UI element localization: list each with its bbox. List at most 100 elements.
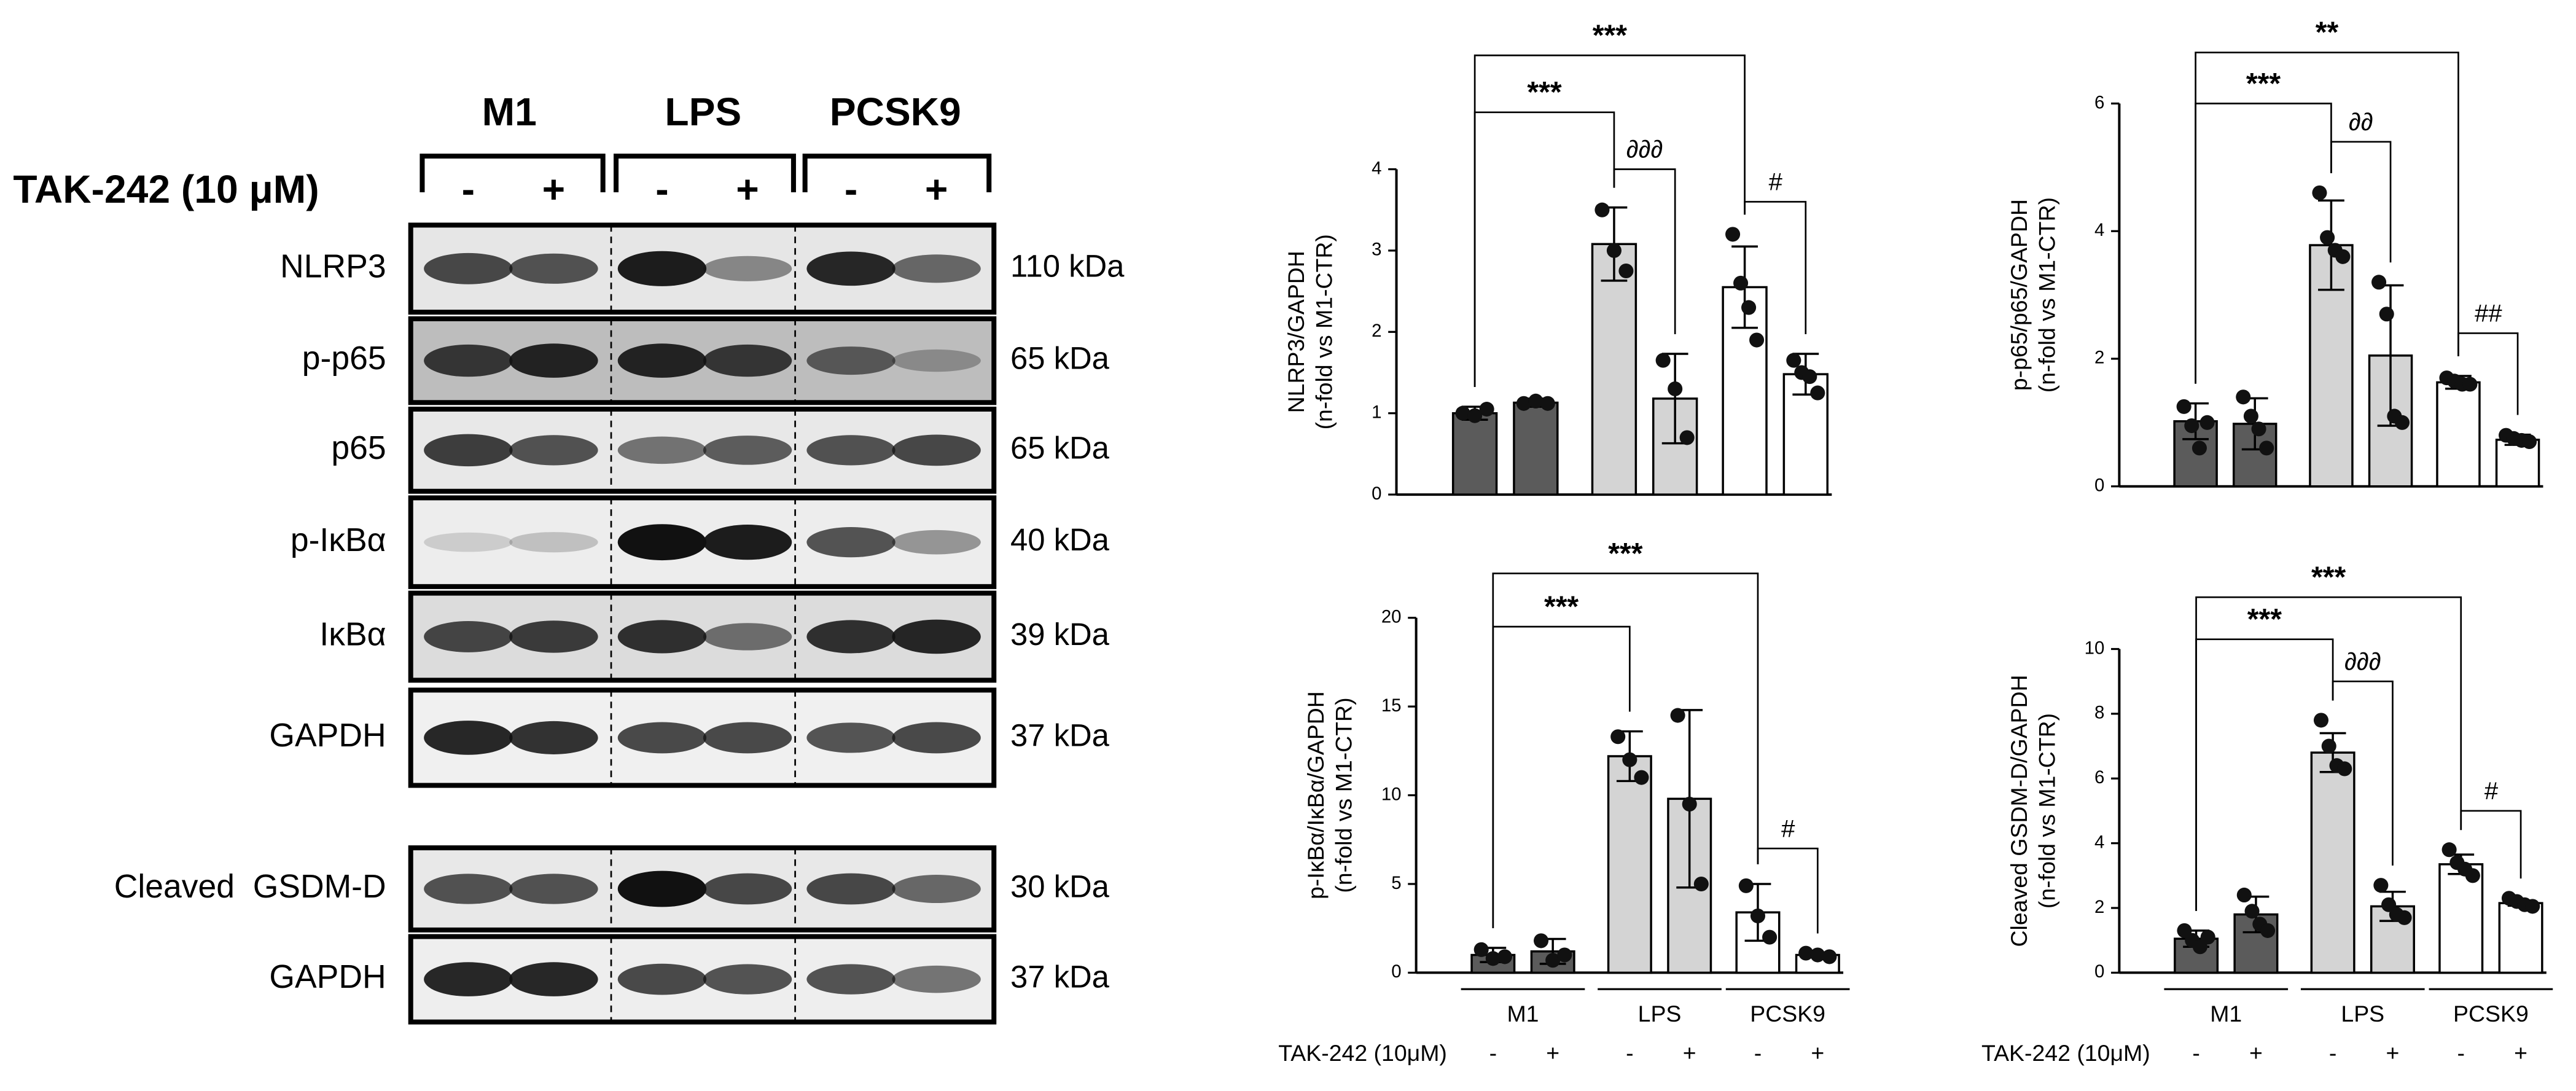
significance-bracket bbox=[1613, 168, 1676, 334]
data-point bbox=[2236, 389, 2251, 405]
size-label: 30 kDa bbox=[1010, 869, 1110, 904]
blot-band bbox=[806, 435, 896, 466]
y-tick-label: 8 bbox=[2094, 703, 2104, 723]
size-label: 110 kDa bbox=[1010, 249, 1125, 284]
group-label: LPS bbox=[665, 90, 741, 134]
blot-band bbox=[703, 344, 792, 377]
significance-bracket bbox=[1492, 573, 1759, 928]
data-point bbox=[2465, 868, 2480, 883]
protein-label: GAPDH bbox=[269, 718, 386, 754]
blot-band bbox=[892, 349, 981, 372]
blot-band bbox=[892, 530, 981, 555]
significance-label: *** bbox=[1608, 537, 1642, 570]
protein-label: p-p65 bbox=[302, 340, 386, 377]
x-group-label: M1 bbox=[2210, 1001, 2242, 1026]
blot-band bbox=[892, 965, 981, 993]
blot-band bbox=[509, 620, 598, 653]
treatment-label: TAK-242 (10μM) bbox=[1278, 1040, 1447, 1066]
y-axis-label: Cleaved GSDM-D/GAPDH (n-fold vs M1-CTR) bbox=[2006, 675, 2059, 947]
data-point bbox=[1679, 430, 1695, 445]
blot-band bbox=[703, 256, 792, 281]
data-point bbox=[1455, 405, 1470, 421]
blot-band bbox=[424, 434, 513, 467]
y-axis-label-line: (n-fold vs M1-CTR) bbox=[1331, 697, 1357, 893]
y-tick-label: 0 bbox=[2094, 961, 2104, 982]
data-point bbox=[1594, 202, 1610, 217]
blot-band bbox=[892, 619, 981, 654]
data-point bbox=[1762, 929, 1778, 945]
blot-band bbox=[617, 963, 707, 995]
data-point bbox=[2176, 399, 2192, 414]
blot-band bbox=[703, 623, 792, 651]
data-point bbox=[2199, 415, 2215, 430]
data-point bbox=[2394, 415, 2410, 430]
blot-band bbox=[892, 254, 981, 283]
y-tick-label: 6 bbox=[2094, 92, 2104, 112]
blot-band bbox=[892, 875, 981, 904]
data-point bbox=[1749, 332, 1765, 348]
bar bbox=[1591, 243, 1637, 496]
x-sign: + bbox=[1683, 1040, 1696, 1066]
blot-band bbox=[424, 252, 513, 284]
x-group-label: PCSK9 bbox=[2453, 1001, 2529, 1026]
significance-label: *** bbox=[1527, 76, 1561, 109]
size-label: 65 kDa bbox=[1010, 341, 1110, 376]
blot-band bbox=[617, 870, 707, 907]
blot-band bbox=[806, 873, 896, 905]
data-point bbox=[1528, 393, 1544, 409]
blot-band bbox=[617, 524, 707, 561]
sign: - bbox=[462, 167, 475, 211]
blot-band bbox=[806, 964, 896, 995]
significance-label: ∂∂∂ bbox=[1626, 136, 1663, 163]
data-point bbox=[1741, 300, 1757, 315]
blot-band bbox=[806, 346, 896, 375]
blot-band bbox=[617, 722, 707, 754]
y-tick-label: 15 bbox=[1381, 695, 1402, 716]
y-tick-label: 1 bbox=[1372, 402, 1381, 422]
y-axis-label-line: (n-fold vs M1-CTR) bbox=[2034, 713, 2059, 909]
blot-band bbox=[617, 620, 707, 654]
significance-label: ∂∂ bbox=[2349, 108, 2373, 136]
size-label: 37 kDa bbox=[1010, 960, 1110, 995]
data-point bbox=[2525, 899, 2540, 914]
x-sign: + bbox=[2386, 1040, 2400, 1066]
sign: - bbox=[655, 167, 668, 211]
y-tick-label: 6 bbox=[2094, 767, 2104, 788]
blot-band bbox=[424, 962, 513, 996]
x-group-label: PCSK9 bbox=[1750, 1001, 1825, 1026]
data-point bbox=[1725, 227, 1741, 242]
blot-band bbox=[424, 344, 513, 377]
protein-label: NLRP3 bbox=[280, 248, 386, 284]
data-point bbox=[1634, 770, 1649, 785]
data-point bbox=[2371, 275, 2387, 290]
data-point bbox=[1534, 933, 1549, 948]
y-axis-label: p-p65/p65/GAPDH (n-fold vs M1-CTR) bbox=[2006, 197, 2059, 393]
data-point bbox=[2373, 878, 2389, 893]
y-axis-label-line: p-IκBα/IκBα/GAPDH bbox=[1303, 691, 1329, 899]
y-tick-label: 0 bbox=[1372, 483, 1381, 504]
significance-bracket bbox=[2460, 810, 2522, 879]
y-tick-label: 5 bbox=[1391, 873, 1401, 893]
data-point bbox=[1822, 949, 1837, 964]
protein-label: IκBα bbox=[319, 617, 386, 653]
treatment-label: TAK-242 (10 μM) bbox=[13, 167, 319, 211]
x-sign: - bbox=[2457, 1040, 2465, 1066]
data-point bbox=[2200, 929, 2215, 945]
data-point bbox=[2260, 923, 2276, 938]
data-point bbox=[2320, 230, 2335, 245]
data-point bbox=[1622, 752, 1637, 767]
data-point bbox=[1750, 908, 1765, 924]
group-bracket bbox=[420, 154, 606, 192]
data-point bbox=[2312, 185, 2327, 200]
data-point bbox=[2184, 418, 2199, 434]
blot-band bbox=[703, 525, 792, 560]
significance-label: *** bbox=[1593, 18, 1627, 52]
data-point bbox=[1606, 243, 1622, 258]
significance-label: # bbox=[2484, 777, 2498, 805]
x-group-label: LPS bbox=[1638, 1001, 1682, 1026]
data-point bbox=[1610, 729, 1626, 745]
y-tick-label: 2 bbox=[2094, 348, 2104, 368]
data-point bbox=[2192, 440, 2207, 456]
data-point bbox=[2321, 738, 2336, 754]
